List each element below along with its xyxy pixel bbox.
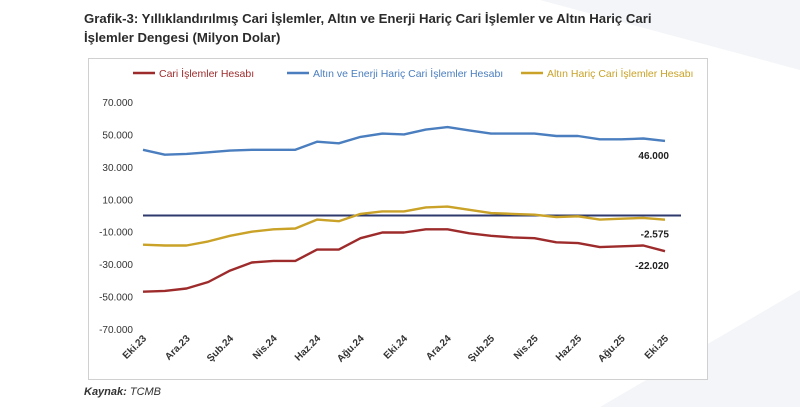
- series-end-label: 46.000: [638, 151, 669, 162]
- x-tick-label: Eki.23: [121, 333, 150, 362]
- chart-frame: 70.000 50.000 30.000 10.000 -10.000 -30.000 -5…: [88, 58, 708, 380]
- y-tick-label: -70.000: [99, 325, 133, 336]
- y-tick-label: 70.000: [102, 98, 133, 109]
- y-tick-label: -10.000: [99, 228, 133, 239]
- source-note: Kaynak: TCMB: [84, 386, 161, 398]
- y-tick-label: -30.000: [99, 260, 133, 271]
- legend-label: Altın Hariç Cari İşlemler Hesabı: [547, 67, 693, 80]
- source-label: Kaynak:: [84, 386, 127, 398]
- x-tick-label: Ara.24: [424, 333, 454, 363]
- legend-label: Altın ve Enerji Hariç Cari İşlemler Hesa…: [313, 67, 503, 80]
- x-tick-label: Ağu.24: [335, 333, 367, 365]
- series-end-label: -2.575: [641, 230, 670, 241]
- y-tick-label: -50.000: [99, 293, 133, 304]
- x-tick-label: Ağu.25: [596, 333, 628, 365]
- x-tick-label: Eki.24: [382, 333, 411, 362]
- y-tick-label: 10.000: [102, 195, 133, 206]
- source-value: TCMB: [129, 386, 162, 398]
- chart-title: Grafik-3: Yıllıklandırılmış Cari İşlemle…: [84, 11, 652, 45]
- series-end-label: -22.020: [635, 261, 669, 272]
- x-tick-label: Haz.25: [554, 333, 584, 363]
- x-tick-label: Nis.25: [512, 333, 541, 362]
- x-tick-label: Şub.25: [466, 333, 497, 364]
- legend-label: Cari İşlemler Hesabı: [159, 67, 254, 80]
- x-tick-label: Şub.24: [205, 333, 236, 364]
- x-tick-label: Eki.25: [643, 333, 672, 362]
- series-line-2: [142, 205, 666, 247]
- line-chart: 70.000 50.000 30.000 10.000 -10.000 -30.000 -5…: [99, 67, 693, 365]
- x-tick-label: Haz.24: [293, 333, 323, 363]
- x-tick-label: Nis.24: [251, 333, 280, 362]
- x-tick-label: Ara.23: [163, 333, 193, 363]
- series-line-1: [142, 125, 666, 156]
- y-tick-label: 50.000: [102, 130, 133, 141]
- y-tick-label: 30.000: [102, 163, 133, 174]
- series-line-0: [142, 228, 666, 293]
